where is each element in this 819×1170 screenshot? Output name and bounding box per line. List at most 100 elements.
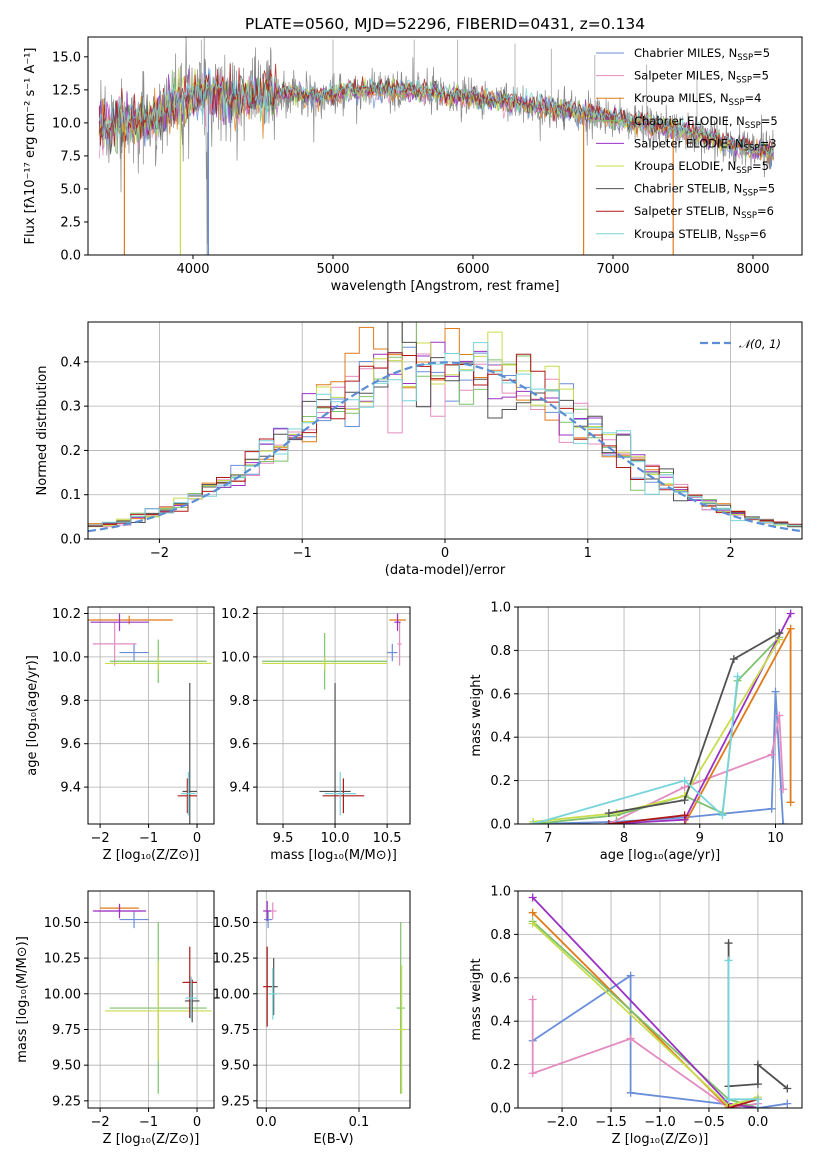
massweight_vs_Z-xtick-label-4: 0.0 — [748, 1115, 769, 1130]
spectrum-legend-tail-3: =5 — [761, 114, 778, 128]
massweight_vs_age-xtick-label-0: 7 — [544, 831, 552, 846]
mass_vs_EBV-ytick-label-3: 10.00 — [213, 987, 250, 1002]
mass_vs_Z-plot-area — [92, 903, 212, 1094]
massweight_vs_age-series-chabrier_miles-marker-3 — [767, 804, 776, 813]
age_vs_Z-xtick-label-2: 0 — [193, 831, 201, 846]
age_vs_mass-frame — [256, 606, 411, 825]
massweight_vs_age-series-salpeter_stelib-marker-0 — [604, 820, 613, 824]
spectrum-xtick-label-1: 5000 — [316, 262, 349, 277]
spectrum-legend-label-8: Kroupa STELIB, N — [634, 227, 734, 241]
spectrum-legend-sub-5: SSP — [736, 166, 752, 176]
massweight_vs_age-series-salpeter_elodie-marker-2 — [786, 609, 795, 618]
massweight_vs_age-series-kroupa_stelib — [532, 676, 739, 824]
age_vs_mass-xlabel: mass [log₁₀(M/M⊙)] — [270, 848, 397, 863]
age_vs_mass-ytick-label-3: 10.0 — [221, 650, 250, 665]
age_vs_Z-ytick-label-2: 9.8 — [60, 694, 81, 709]
massweight_vs_Z-series-chabrier_elodie — [532, 920, 759, 1108]
age_vs_mass-xtick-label-1: 10.0 — [321, 831, 350, 846]
spectrum-legend-entry-5: Kroupa ELODIE, NSSP=5 — [634, 159, 769, 176]
massweight_vs_Z-ytick-label-3: 0.6 — [490, 971, 511, 986]
massweight_vs_Z-series-kroupa_stelib-marker-1 — [724, 1095, 733, 1104]
residuals-ytick-label-3: 0.3 — [60, 400, 81, 415]
age_vs_Z-xtick-label-0: −2 — [91, 831, 110, 846]
massweight_vs_Z-series-chabrier_stelib-marker-2 — [753, 1080, 762, 1089]
spectrum-plot-area — [98, 37, 775, 255]
spectrum-legend-tail-6: =5 — [758, 182, 775, 196]
mass_vs_Z-ytick-label-0: 9.25 — [52, 1094, 81, 1109]
massweight_vs_Z-series-kroupa_stelib-marker-2 — [753, 1095, 762, 1104]
age_vs_Z-ytick-label-3: 10.0 — [52, 650, 81, 665]
age_vs_Z-plot-area — [88, 613, 212, 824]
massweight_vs_age-xtick-label-3: 10 — [767, 831, 784, 846]
spectrum-xtick-label-4: 8000 — [736, 262, 769, 277]
spectrum-ytick-label-4: 10.0 — [52, 116, 81, 131]
spectrum-legend-tail-2: =4 — [744, 91, 761, 105]
age_vs_mass-ytick-label-1: 9.6 — [229, 737, 250, 752]
massweight_vs_age-series-chabrier_stelib-marker-2 — [729, 655, 738, 664]
spectrum-legend-tail-5: =5 — [752, 159, 769, 173]
mass_vs_Z-ytick-label-5: 10.50 — [44, 916, 81, 931]
massweight_vs_age-series-salpeter_miles-marker-3 — [775, 711, 784, 720]
massweight_vs_age-series-kroupa_stelib-marker-3 — [733, 672, 742, 681]
massweight_vs_age-ytick-label-0: 0.0 — [490, 818, 511, 833]
spectrum-xlabel: wavelength [Angstrom, rest frame] — [331, 279, 560, 294]
spectrum-legend-entry-1: Salpeter MILES, NSSP=5 — [634, 69, 769, 86]
massweight_vs_Z-series-chabrier_miles-marker-4 — [783, 1099, 792, 1108]
massweight_vs_Z-series-salpeter_miles-marker-1 — [528, 1069, 537, 1078]
spectrum-legend-sub-1: SSP — [736, 76, 752, 86]
residuals-xtick-label-1: −1 — [293, 546, 312, 561]
massweight_vs_age-series-kroupa_miles-marker-2 — [786, 798, 795, 807]
massweight_vs_age-series-chabrier_stelib-marker-1 — [680, 796, 689, 805]
massweight_vs_age-xtick-label-2: 9 — [696, 831, 704, 846]
age_vs_mass-ytick-label-0: 9.4 — [229, 781, 250, 796]
massweight_vs_age-series-chabrier_miles-marker-4 — [771, 687, 780, 696]
mass_vs_EBV-ytick-label-4: 10.25 — [213, 952, 250, 967]
massweight_vs_Z-series-salpeter_stelib-marker-0 — [724, 1104, 733, 1108]
spectrum-legend-label-1: Salpeter MILES, N — [634, 69, 736, 83]
massweight_vs_age-series-salpeter_miles-marker-4 — [779, 785, 788, 794]
residuals-xtick-label-2: 0 — [441, 546, 449, 561]
massweight_vs_Z-ytick-label-4: 0.8 — [490, 928, 511, 943]
massweight_vs_Z-series-chabrier_stelib-marker-0 — [724, 939, 733, 948]
massweight_vs_age-series-kroupa_stelib-marker-2 — [718, 811, 727, 820]
spectrum-legend-sub-3: SSP — [745, 121, 761, 131]
age_vs_Z-ytick-label-0: 9.4 — [60, 781, 81, 796]
mass_vs_EBV-ytick-label-0: 9.25 — [221, 1094, 250, 1109]
massweight_vs_age-series-kroupa_stelib-marker-1 — [680, 776, 689, 785]
massweight_vs_Z-series-salpeter_elodie-marker-0 — [528, 893, 537, 902]
spectrum-legend-label-2: Kroupa MILES, N — [634, 91, 729, 105]
massweight_vs_age-series-salpeter_miles-marker-2 — [767, 750, 776, 759]
mass_vs_Z-xtick-label-1: −1 — [139, 1115, 158, 1130]
massweight_vs_age-ytick-label-1: 0.2 — [490, 774, 511, 789]
spectrum-ytick-label-2: 5.0 — [60, 182, 81, 197]
age_vs_Z-ytick-label-1: 9.6 — [60, 737, 81, 752]
massweight_vs_age-series-chabrier_stelib-marker-0 — [604, 809, 613, 818]
normal-curve — [88, 361, 802, 533]
massweight_vs_Z-xtick-label-3: −0.5 — [693, 1115, 725, 1130]
massweight_vs_Z-ytick-label-5: 1.0 — [490, 885, 511, 900]
massweight_vs_age-series-salpeter_stelib — [608, 814, 685, 824]
massweight_vs_age-ytick-label-4: 0.8 — [490, 644, 511, 659]
massweight_vs_Z-series-kroupa_stelib-marker-3 — [753, 1104, 762, 1108]
massweight_vs_age-series-chabrier_stelib — [608, 632, 780, 814]
spectrum-legend-sub-8: SSP — [734, 234, 750, 244]
massweight_vs_age-ylabel: mass weight — [469, 674, 484, 756]
massweight_vs_age-ytick-label-2: 0.4 — [490, 731, 511, 746]
spectrum-legend-tail-7: =6 — [757, 204, 774, 218]
normal-legend-label: 𝒩(0, 1) — [739, 337, 781, 351]
massweight_vs_age-series-kroupa_stelib-marker-0 — [529, 820, 538, 824]
spectrum-legend-label-7: Salpeter STELIB, N — [634, 204, 741, 218]
spectrum-legend-tail-8: =6 — [749, 227, 766, 241]
massweight_vs_Z-series-salpeter_miles-marker-0 — [528, 995, 537, 1004]
massweight_vs_Z-series-chabrier_stelib-marker-4 — [783, 1084, 792, 1093]
spectrum-ytick-label-6: 15.0 — [52, 50, 81, 65]
hist-kroupa_stelib — [88, 342, 802, 539]
age_vs_Z-ytick-label-4: 10.2 — [52, 607, 81, 622]
mass_vs_EBV-ytick-label-2: 9.75 — [221, 1023, 250, 1038]
spectrum-legend-tail-4: =3 — [760, 136, 777, 150]
mass_vs_EBV-xtick-label-1: 0.1 — [349, 1115, 370, 1130]
massweight_vs_Z-xlabel: Z [log₁₀(Z/Z⊙)] — [612, 1132, 709, 1147]
residuals-ylabel: Normed distribution — [35, 366, 50, 496]
spectrum-legend-entry-2: Kroupa MILES, NSSP=4 — [634, 91, 761, 108]
massweight_vs_age-series-chabrier_miles — [533, 691, 784, 824]
